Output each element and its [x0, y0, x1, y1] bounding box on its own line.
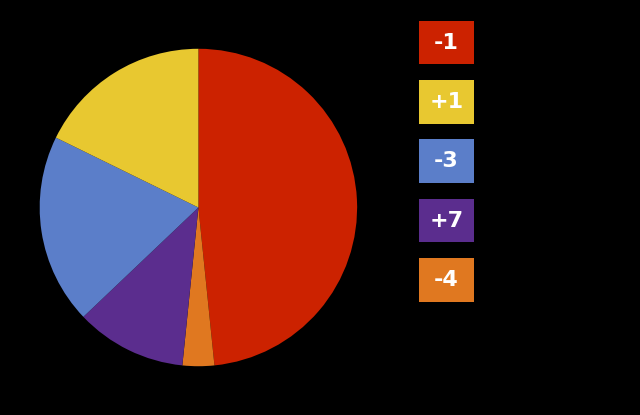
Text: +1: +1 — [429, 92, 463, 112]
Text: -4: -4 — [434, 270, 459, 290]
Wedge shape — [83, 208, 198, 365]
Wedge shape — [182, 208, 214, 366]
Text: +7: +7 — [429, 210, 463, 231]
Wedge shape — [198, 49, 357, 365]
Text: -3: -3 — [434, 151, 459, 171]
Wedge shape — [56, 49, 198, 208]
Wedge shape — [40, 138, 198, 317]
Text: -1: -1 — [434, 32, 459, 53]
